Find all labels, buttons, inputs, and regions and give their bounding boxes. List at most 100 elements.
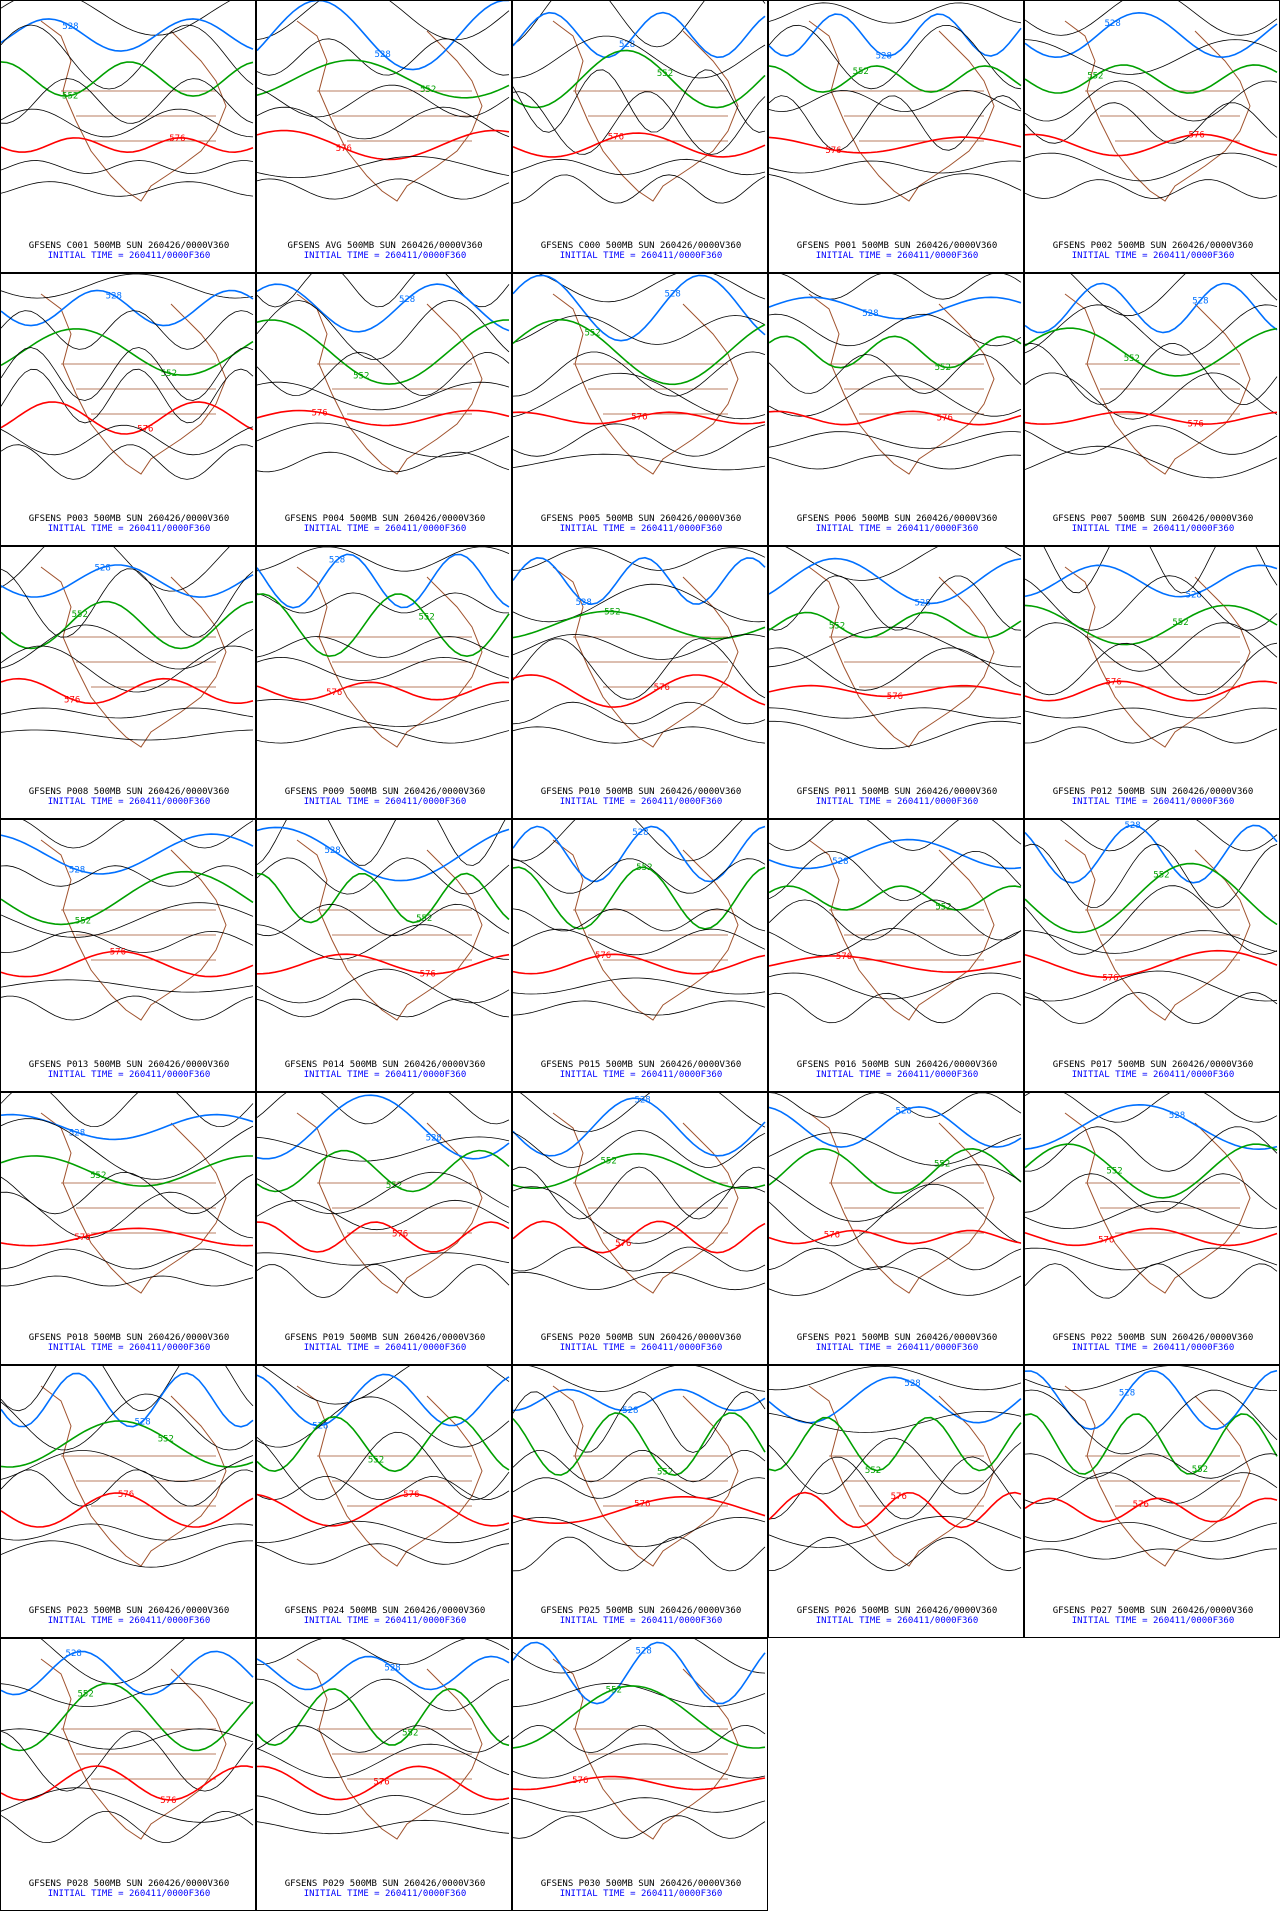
contour xyxy=(1,600,254,650)
contour-label: 576 xyxy=(1189,131,1205,141)
contour xyxy=(257,656,510,681)
contour-label: 576 xyxy=(1188,420,1204,430)
contour xyxy=(257,592,509,614)
contour xyxy=(1,1393,254,1451)
initial-time: INITIAL TIME = 260411/0000F360 xyxy=(815,1616,979,1626)
contour-label: 528 xyxy=(622,1406,638,1416)
contour-label: 552 xyxy=(402,1729,418,1739)
initial-time: INITIAL TIME = 260411/0000F360 xyxy=(1071,251,1235,261)
contour xyxy=(513,158,766,176)
contour xyxy=(1,18,254,52)
contour-label: 576 xyxy=(825,146,841,156)
map-panel: 528 552 576 GFSENS P012 500MB SUN 260426/00… xyxy=(1024,546,1280,819)
caption: GFSENS P030 500MB SUN 260426/0000V360 xyxy=(540,1879,742,1889)
contour-label: 528 xyxy=(1169,1111,1185,1121)
caption: GFSENS P020 500MB SUN 260426/0000V360 xyxy=(540,1333,742,1343)
contour xyxy=(1,78,254,124)
map-panel: 528 552 576 GFSENS P025 500MB SUN 260426/00… xyxy=(512,1365,768,1638)
caption: GFSENS P007 500MB SUN 260426/0000V360 xyxy=(1052,514,1254,524)
contour-label: 576 xyxy=(634,1499,650,1509)
initial-time: INITIAL TIME = 260411/0000F360 xyxy=(815,797,979,807)
contour xyxy=(257,59,510,99)
initial-time: INITIAL TIME = 260411/0000F360 xyxy=(303,797,467,807)
caption: GFSENS P019 500MB SUN 260426/0000V360 xyxy=(284,1333,486,1343)
contour-label: 576 xyxy=(64,695,80,705)
contour xyxy=(40,1639,185,1685)
contour-map: 528 552 576 xyxy=(513,274,766,475)
contour xyxy=(1025,1366,1278,1392)
contour-label: 528 xyxy=(94,563,110,573)
contour xyxy=(769,431,1022,449)
coastline xyxy=(808,1385,995,1567)
contour xyxy=(769,24,1022,90)
contour-map: 528 552 576 xyxy=(769,2,1022,205)
caption: GFSENS P010 500MB SUN 260426/0000V360 xyxy=(540,787,742,797)
contour xyxy=(769,173,1022,205)
contour-label: 576 xyxy=(572,1776,588,1786)
contour xyxy=(1,289,254,327)
contour-map: 528 552 576 xyxy=(257,1639,510,1840)
coastline xyxy=(552,566,739,748)
contour-map: 528 552 576 xyxy=(769,274,1022,475)
contour xyxy=(257,351,510,397)
contour xyxy=(1025,282,1278,334)
contour xyxy=(769,335,1022,369)
contour xyxy=(257,1094,510,1160)
contour xyxy=(1,870,254,926)
initial-time: INITIAL TIME = 260411/0000F360 xyxy=(303,1616,467,1626)
contour xyxy=(1,310,254,350)
contour-label: 528 xyxy=(69,866,85,876)
contour xyxy=(1,950,254,978)
map-panel: 528 552 576 GFSENS P013 500MB SUN 260426/00… xyxy=(0,819,256,1092)
contour-label: 576 xyxy=(608,133,624,143)
contour xyxy=(1,1113,254,1141)
contour-label: 576 xyxy=(169,134,185,144)
contour xyxy=(257,699,510,727)
contour xyxy=(769,1229,1022,1245)
contour xyxy=(513,1,766,48)
contour-map: 528 552 576 xyxy=(1025,820,1278,1024)
initial-time: INITIAL TIME = 260411/0000F360 xyxy=(47,1616,211,1626)
contour xyxy=(513,315,766,345)
contour xyxy=(513,1449,766,1483)
contour xyxy=(1025,425,1278,455)
contour-label: 528 xyxy=(1124,821,1140,831)
contour xyxy=(513,1388,766,1412)
contour-label: 528 xyxy=(832,857,848,867)
contour xyxy=(769,720,1022,750)
contour xyxy=(1025,327,1278,377)
contour xyxy=(1,1227,254,1247)
caption: GFSENS P012 500MB SUN 260426/0000V360 xyxy=(1052,787,1254,797)
contour-label: 552 xyxy=(62,92,78,102)
contour xyxy=(1025,862,1278,934)
contour-map: 528 552 576 xyxy=(769,547,1022,750)
initial-time: INITIAL TIME = 260411/0000F360 xyxy=(815,251,979,261)
contour-label: 552 xyxy=(935,903,951,913)
contour-map: 528 552 576 xyxy=(1,1093,254,1294)
map-panel: 528 552 576 GFSENS C000 500MB SUN 260426/00… xyxy=(512,0,768,273)
contour xyxy=(1025,1389,1278,1455)
contour-label: 552 xyxy=(1087,72,1103,82)
contour-label: 528 xyxy=(106,291,122,301)
contour xyxy=(1,707,254,719)
contour xyxy=(1,274,254,299)
contour xyxy=(513,1000,766,1016)
caption: GFSENS P015 500MB SUN 260426/0000V360 xyxy=(540,1060,742,1070)
contour xyxy=(1,1787,254,1823)
contour-map: 528 552 576 xyxy=(1,274,254,480)
contour-label: 552 xyxy=(1192,1465,1208,1475)
contour xyxy=(1,1728,254,1750)
initial-time: INITIAL TIME = 260411/0000F360 xyxy=(559,524,723,534)
contour xyxy=(1025,1472,1278,1504)
contour xyxy=(769,972,1022,1000)
coastline xyxy=(40,1385,227,1567)
contour xyxy=(257,283,510,333)
contour xyxy=(1,1492,254,1528)
contour xyxy=(769,1132,1022,1166)
map-panel: 528 552 576 GFSENS P014 500MB SUN 260426/00… xyxy=(256,819,512,1092)
contour xyxy=(513,547,766,571)
contour xyxy=(1,568,254,638)
contour xyxy=(1025,1548,1278,1560)
contour xyxy=(1,1191,254,1239)
map-panel: 528 552 576 GFSENS P001 500MB SUN 260426/00… xyxy=(768,0,1024,273)
